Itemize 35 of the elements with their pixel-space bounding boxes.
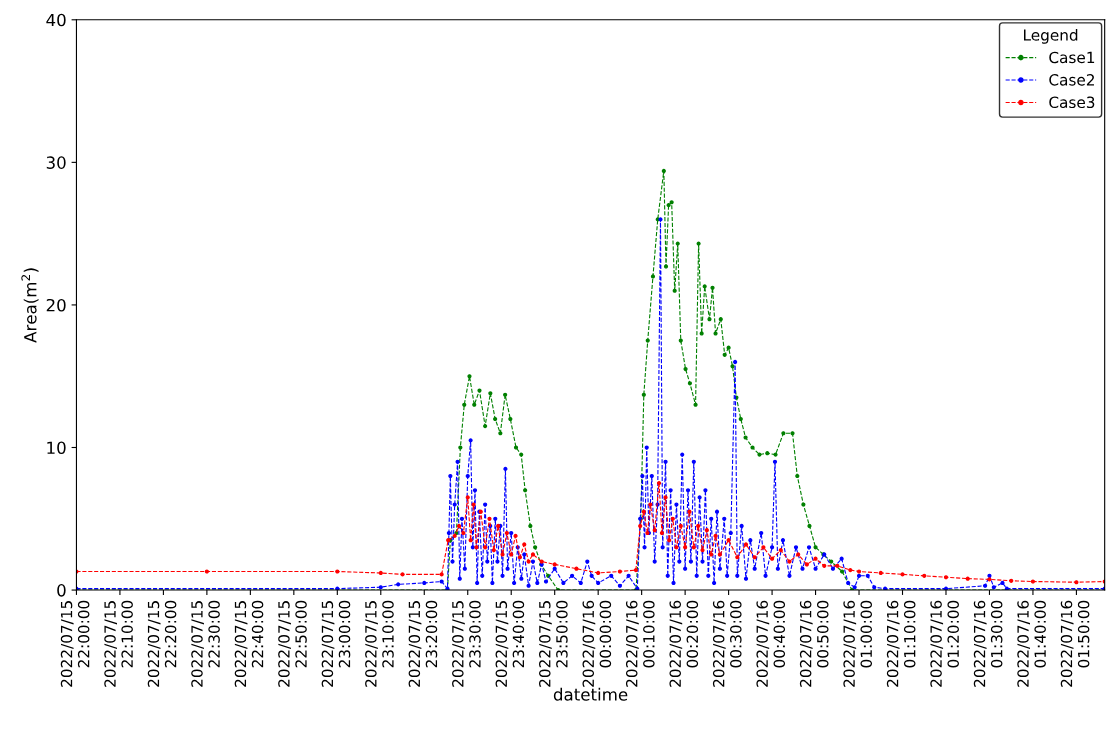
x-tick-label: 2022/07/15 22:10:00 [104, 600, 133, 687]
legend-label: Case1 [1049, 51, 1095, 64]
x-tick-label: 2022/07/16 01:10:00 [886, 600, 916, 687]
x-tick-label: 2022/07/16 00:50:00 [799, 600, 829, 687]
y-tick-label: 30 [46, 156, 66, 169]
x-tick-label: 2022/07/16 01:40:00 [1017, 600, 1046, 687]
x-tick-label: 2022/07/15 22:40:00 [234, 600, 264, 687]
x-tick-label: 2022/07/15 23:50:00 [539, 600, 568, 687]
x-tick-label: 2022/07/16 01:20:00 [930, 600, 959, 687]
x-tick-label: 2022/07/15 22:20:00 [147, 600, 177, 687]
legend-title: Legend [1024, 28, 1078, 44]
x-tick-label: 2022/07/16 00:20:00 [669, 600, 699, 687]
x-tick-label: 2022/07/16 00:00:00 [582, 600, 612, 687]
y-tick-label: 20 [46, 298, 66, 312]
x-tick-label: 2022/07/16 00:10:00 [625, 600, 655, 687]
x-tick-label: 2022/07/15 23:00:00 [321, 600, 351, 687]
legend-label: Case3 [1049, 96, 1095, 109]
y-tick-label: 10 [47, 441, 66, 455]
x-tick-label: 2022/07/16 01:30:00 [973, 600, 1003, 687]
x-axis-title: datetime [553, 687, 628, 701]
x-tick-label: 2022/07/15 23:10:00 [365, 600, 394, 687]
x-tick-label: 2022/07/16 01:50:00 [1060, 600, 1090, 687]
x-tick-label: 2022/07/15 22:30:00 [191, 600, 220, 687]
x-tick-label: 2022/07/15 23:30:00 [452, 600, 481, 687]
x-tick-label: 2022/07/15 23:20:00 [408, 600, 438, 687]
x-tick-label: 2022/07/16 00:40:00 [756, 600, 786, 687]
x-tick-label: 2022/07/16 01:00:00 [843, 600, 873, 687]
legend-label: Case2 [1049, 74, 1094, 86]
x-tick-label: 2022/07/15 23:40:00 [495, 600, 525, 687]
y-tick-label: 0 [57, 584, 66, 597]
x-tick-label: 2022/07/15 22:00:00 [60, 600, 90, 687]
y-tick-label: 40 [46, 13, 66, 27]
x-tick-label: 2022/07/15 22:50:00 [278, 600, 307, 687]
y-axis-title: Area(m$^{2}$) [21, 268, 39, 343]
x-tick-label: 2022/07/16 00:30:00 [712, 600, 742, 687]
